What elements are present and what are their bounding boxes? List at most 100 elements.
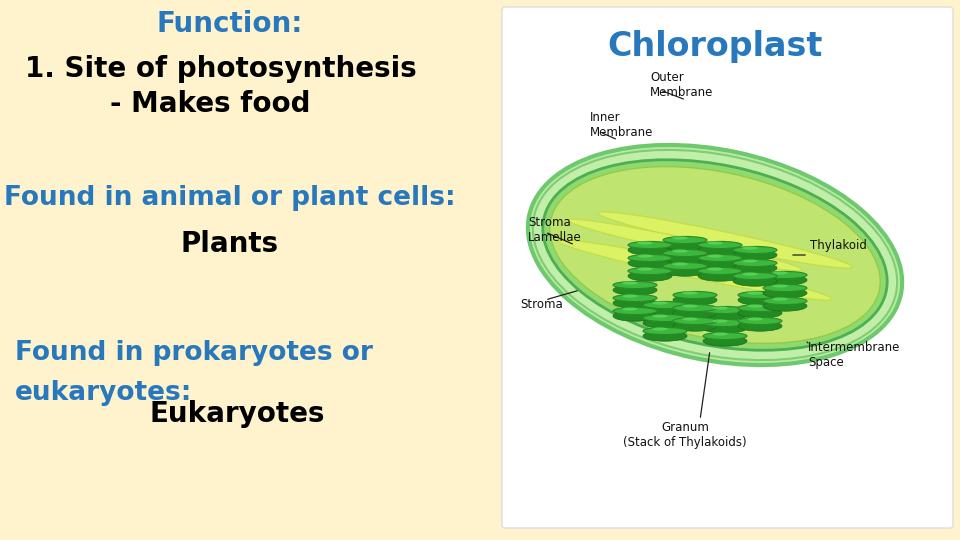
Ellipse shape: [763, 285, 807, 292]
Ellipse shape: [698, 267, 742, 274]
Text: Function:: Function:: [156, 10, 303, 38]
Text: eukaryotes:: eukaryotes:: [15, 380, 192, 406]
Ellipse shape: [672, 262, 687, 266]
Ellipse shape: [733, 263, 777, 273]
Ellipse shape: [712, 306, 728, 309]
Ellipse shape: [613, 294, 657, 301]
Ellipse shape: [673, 308, 717, 318]
Ellipse shape: [643, 305, 687, 315]
Ellipse shape: [613, 311, 657, 321]
Ellipse shape: [683, 318, 698, 321]
Ellipse shape: [763, 272, 807, 279]
Ellipse shape: [550, 167, 880, 343]
Ellipse shape: [772, 298, 788, 301]
Ellipse shape: [533, 150, 898, 360]
Ellipse shape: [673, 292, 717, 299]
Ellipse shape: [663, 237, 707, 244]
Ellipse shape: [663, 262, 707, 269]
Text: Chloroplast: Chloroplast: [608, 30, 823, 63]
Ellipse shape: [622, 307, 637, 310]
Ellipse shape: [763, 288, 807, 298]
Ellipse shape: [663, 253, 707, 263]
Ellipse shape: [738, 295, 782, 305]
Ellipse shape: [643, 314, 687, 322]
Ellipse shape: [712, 319, 728, 322]
Ellipse shape: [738, 292, 782, 299]
Ellipse shape: [698, 245, 742, 255]
Ellipse shape: [703, 306, 747, 314]
Ellipse shape: [703, 333, 747, 340]
Text: 1. Site of photosynthesis: 1. Site of photosynthesis: [25, 55, 417, 83]
Ellipse shape: [703, 310, 747, 320]
Ellipse shape: [698, 258, 742, 268]
Text: Eukaryotes: Eukaryotes: [150, 400, 325, 428]
Ellipse shape: [672, 249, 687, 253]
Ellipse shape: [613, 285, 657, 295]
Ellipse shape: [628, 254, 672, 261]
Ellipse shape: [652, 327, 668, 330]
Text: Thylakoid: Thylakoid: [810, 239, 867, 252]
Ellipse shape: [542, 160, 887, 350]
Text: Plants: Plants: [180, 230, 279, 258]
Ellipse shape: [628, 241, 672, 248]
Ellipse shape: [637, 254, 653, 258]
Ellipse shape: [663, 266, 707, 276]
Ellipse shape: [703, 336, 747, 346]
Ellipse shape: [598, 212, 852, 268]
Ellipse shape: [747, 305, 762, 308]
Text: Outer
Membrane: Outer Membrane: [650, 71, 713, 99]
Text: - Makes food: - Makes food: [110, 90, 310, 118]
Ellipse shape: [643, 327, 687, 335]
Ellipse shape: [703, 320, 747, 327]
Ellipse shape: [628, 271, 672, 281]
Ellipse shape: [558, 240, 832, 300]
Ellipse shape: [528, 145, 902, 365]
Text: Inner
Membrane: Inner Membrane: [590, 111, 654, 139]
Ellipse shape: [733, 259, 777, 267]
Ellipse shape: [763, 301, 807, 311]
Ellipse shape: [622, 281, 637, 285]
Text: Intermembrane
Space: Intermembrane Space: [808, 341, 900, 369]
Ellipse shape: [683, 305, 698, 308]
Ellipse shape: [622, 294, 637, 298]
Ellipse shape: [643, 331, 687, 341]
Ellipse shape: [628, 245, 672, 255]
Ellipse shape: [738, 308, 782, 318]
Ellipse shape: [763, 275, 807, 285]
Ellipse shape: [712, 333, 728, 336]
Ellipse shape: [708, 241, 723, 245]
Ellipse shape: [738, 321, 782, 331]
Text: Granum
(Stack of Thylakoids): Granum (Stack of Thylakoids): [623, 421, 747, 449]
Ellipse shape: [698, 254, 742, 261]
Ellipse shape: [567, 219, 803, 271]
Ellipse shape: [673, 321, 717, 331]
Ellipse shape: [613, 307, 657, 315]
Text: Stroma: Stroma: [520, 299, 563, 312]
Ellipse shape: [747, 318, 762, 321]
Ellipse shape: [673, 318, 717, 325]
Ellipse shape: [708, 254, 723, 258]
Ellipse shape: [733, 272, 777, 280]
Ellipse shape: [738, 305, 782, 312]
Text: Found in animal or plant cells:: Found in animal or plant cells:: [4, 185, 456, 211]
Text: Stroma
Lamellae: Stroma Lamellae: [528, 216, 582, 244]
Ellipse shape: [733, 246, 777, 254]
Ellipse shape: [742, 272, 757, 275]
Ellipse shape: [708, 267, 723, 271]
Ellipse shape: [643, 301, 687, 308]
Ellipse shape: [742, 259, 757, 262]
Text: Found in prokaryotes or: Found in prokaryotes or: [15, 340, 372, 366]
Ellipse shape: [733, 250, 777, 260]
Ellipse shape: [673, 305, 717, 312]
Ellipse shape: [628, 258, 672, 268]
Ellipse shape: [613, 298, 657, 308]
Ellipse shape: [637, 267, 653, 271]
Ellipse shape: [652, 301, 668, 305]
Ellipse shape: [742, 246, 757, 249]
Ellipse shape: [673, 295, 717, 305]
Ellipse shape: [637, 241, 653, 245]
Ellipse shape: [747, 292, 762, 295]
Ellipse shape: [698, 241, 742, 248]
Ellipse shape: [698, 271, 742, 281]
Ellipse shape: [663, 249, 707, 256]
